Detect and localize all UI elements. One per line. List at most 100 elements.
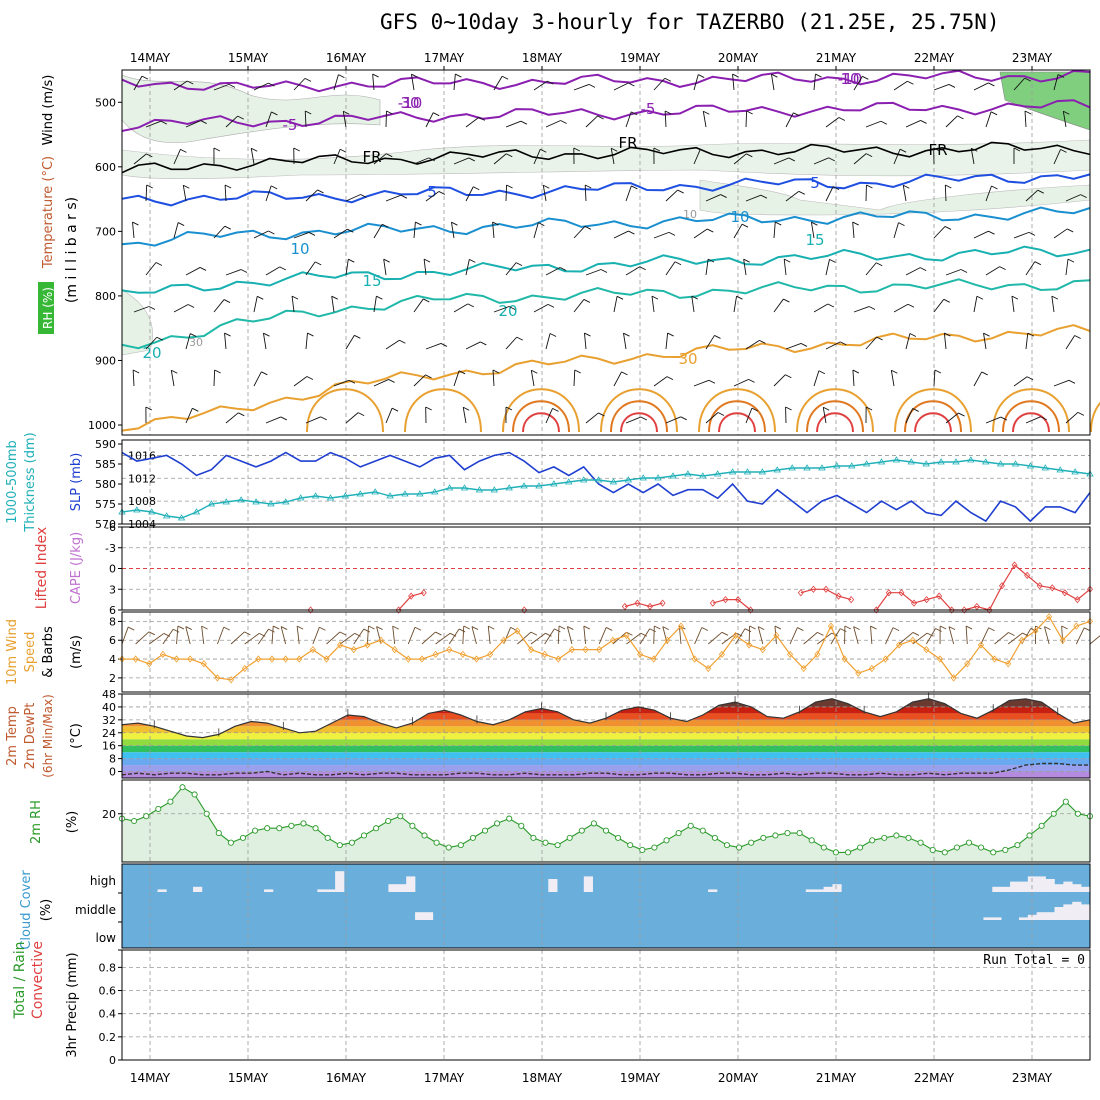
upper-wind-barb bbox=[905, 120, 921, 128]
thickness-tick-label: 580 bbox=[95, 478, 116, 491]
upper-wind-barb bbox=[145, 262, 157, 276]
cloud-mid-cell bbox=[1054, 907, 1064, 920]
upper-wind-barb-flag bbox=[981, 371, 988, 376]
thickness-marker bbox=[177, 514, 186, 521]
upper-wind-barb-flag bbox=[257, 295, 264, 300]
upper-wind-barb bbox=[625, 266, 640, 276]
upper-wind-barb-flag bbox=[628, 82, 635, 87]
lifted-index-marker bbox=[923, 596, 930, 604]
wind-speed-marker bbox=[1018, 636, 1025, 644]
upper-wind-barb bbox=[785, 112, 794, 128]
upper-wind-barb-flag bbox=[751, 407, 759, 412]
upper-wind-barb-flag bbox=[468, 157, 475, 162]
thickness-marker bbox=[550, 480, 558, 487]
wind-barb bbox=[626, 632, 642, 645]
upper-wind-barb-flag bbox=[827, 303, 835, 308]
wind-barb-flag bbox=[296, 625, 304, 630]
upper-wind-barb bbox=[342, 111, 347, 128]
wind-barb bbox=[421, 631, 436, 645]
run-total-text: Run Total = 0 bbox=[983, 953, 1085, 968]
upper-wind-barb-flag bbox=[1024, 77, 1031, 82]
rh-marker bbox=[179, 784, 186, 791]
ylabel-millibars: (m i l l i b a r s) bbox=[64, 197, 80, 303]
upper-wind-barb bbox=[1013, 77, 1026, 91]
thickness-marker bbox=[505, 484, 513, 491]
rh-marker bbox=[796, 830, 803, 837]
rh-marker bbox=[1074, 810, 1081, 817]
rh-marker bbox=[1014, 842, 1021, 849]
wind-barb-flag bbox=[721, 631, 729, 636]
isotherm-line bbox=[121, 324, 1091, 432]
wind-speed-marker bbox=[596, 646, 603, 654]
lifted-index-marker bbox=[848, 596, 855, 604]
lifted-index-marker bbox=[936, 592, 943, 600]
upper-wind-barb bbox=[1065, 412, 1079, 424]
upper-wind-barb-flag bbox=[760, 194, 768, 199]
upper-wind-barb-flag bbox=[508, 306, 516, 310]
li-tick-label: 3 bbox=[109, 583, 116, 596]
thickness-marker bbox=[669, 472, 677, 479]
rh-marker bbox=[155, 805, 162, 812]
wind-barb bbox=[296, 626, 300, 645]
wind-barb-flag bbox=[844, 625, 852, 630]
upper-wind-barb-flag bbox=[177, 222, 185, 226]
upper-wind-barb-flag bbox=[588, 84, 596, 88]
isotherm-label: 20 bbox=[142, 344, 161, 362]
cloud-high-cell bbox=[814, 889, 824, 892]
wind-barb bbox=[271, 626, 274, 645]
upper-wind-barb-flag bbox=[771, 73, 778, 78]
upper-wind-barb-flag bbox=[399, 339, 406, 344]
thickness-marker bbox=[1041, 464, 1050, 471]
lifted-index-marker bbox=[659, 599, 666, 607]
pressure-tick-label: 800 bbox=[95, 290, 116, 303]
upper-wind-barb bbox=[1053, 379, 1070, 387]
date-label-top: 22MAY bbox=[914, 51, 955, 65]
upper-wind-barb-flag bbox=[1013, 147, 1021, 152]
upper-wind-barb-flag bbox=[1051, 295, 1059, 300]
upper-wind-barb bbox=[745, 339, 760, 350]
rh-marker bbox=[542, 839, 549, 846]
upper-wind-barb bbox=[745, 407, 753, 424]
upper-wind-barb-flag bbox=[944, 332, 951, 337]
upper-wind-barb bbox=[493, 306, 510, 313]
wind-barb bbox=[544, 628, 555, 645]
pressure-tick-label: 600 bbox=[95, 161, 116, 174]
upper-wind-barb-flag bbox=[200, 120, 207, 124]
rh-marker bbox=[566, 834, 573, 841]
date-label-bottom: 14MAY bbox=[130, 1071, 171, 1085]
thickness-marker bbox=[192, 508, 201, 515]
upper-wind-barb bbox=[253, 371, 262, 387]
upper-wind-barb-flag bbox=[279, 266, 286, 271]
lifted-index-marker bbox=[408, 592, 415, 600]
upper-wind-barb-flag bbox=[674, 261, 682, 266]
upper-wind-barb bbox=[893, 80, 908, 91]
upper-wind-barb-flag bbox=[187, 80, 194, 85]
upper-wind-barb bbox=[385, 339, 400, 350]
thickness-marker bbox=[133, 506, 141, 513]
upper-wind-barb-flag bbox=[505, 406, 513, 411]
upper-wind-barb bbox=[533, 149, 541, 165]
wind-barb-flag bbox=[319, 626, 326, 631]
upper-wind-barb-flag bbox=[469, 258, 476, 263]
upper-wind-barb bbox=[505, 120, 522, 128]
upper-wind-barb-flag bbox=[559, 267, 567, 271]
upper-wind-barb-flag bbox=[788, 157, 796, 162]
precip-tick-label: 0.8 bbox=[99, 961, 117, 974]
thickness-marker bbox=[594, 476, 603, 483]
upper-wind-barb bbox=[173, 304, 189, 313]
lifted-index-marker bbox=[734, 596, 742, 604]
rh-marker bbox=[445, 844, 452, 851]
wind-barb bbox=[366, 626, 369, 645]
upper-wind-barb bbox=[733, 378, 749, 387]
upper-wind-barb-flag bbox=[598, 412, 605, 417]
date-label-top: 19MAY bbox=[620, 51, 661, 65]
wind-speed-marker bbox=[1059, 636, 1066, 644]
wind-speed-marker bbox=[296, 655, 303, 663]
upper-wind-barb-flag bbox=[463, 406, 470, 411]
upper-wind-barb-flag bbox=[664, 110, 672, 115]
upper-wind-barb-flag bbox=[746, 110, 753, 115]
wind-barb bbox=[885, 627, 894, 645]
upper-wind-barb-flag bbox=[707, 228, 714, 233]
rh-marker bbox=[239, 834, 247, 841]
date-label-top: 14MAY bbox=[130, 51, 171, 65]
